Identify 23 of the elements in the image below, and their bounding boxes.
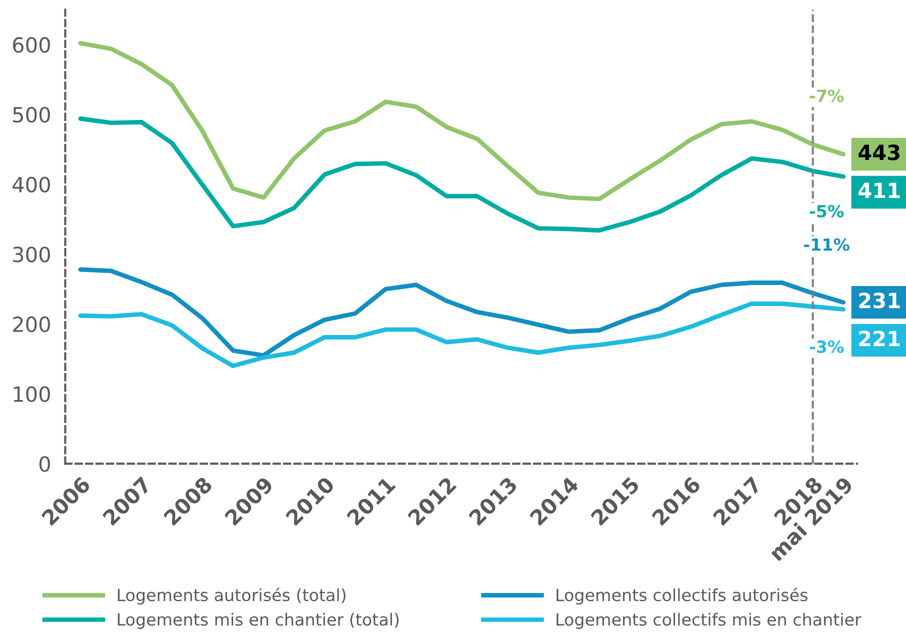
y-tick-label: 200 (13, 316, 50, 332)
annotation: -7% (810, 89, 844, 102)
data-label: 411 (858, 182, 900, 198)
line-series (78, 267, 846, 358)
y-tick-label: 100 (14, 386, 50, 402)
legend-label: Logements autorisés (total) (118, 588, 346, 605)
y-tick-label: 500 (13, 106, 50, 123)
annotation: -11% (804, 238, 850, 251)
legend-label: Logements collectifs mis en chantier (556, 612, 862, 629)
line-series (78, 116, 846, 233)
line-series (78, 40, 846, 202)
y-tick-label: 400 (12, 176, 50, 192)
legend-label: Logements collectifs autorisés (556, 588, 808, 605)
annotation: -3% (810, 340, 844, 354)
y-tick-label: 0 (39, 456, 50, 472)
annotation: -5% (810, 204, 844, 218)
legend-label: Logements mis en chantier (total) (118, 612, 399, 629)
line-series (78, 302, 846, 368)
data-label: 231 (859, 292, 900, 308)
data-label: 443 (858, 144, 900, 160)
y-tick-label: 600 (13, 37, 50, 53)
data-label: 221 (859, 330, 900, 346)
y-tick-label: 300 (13, 246, 50, 262)
